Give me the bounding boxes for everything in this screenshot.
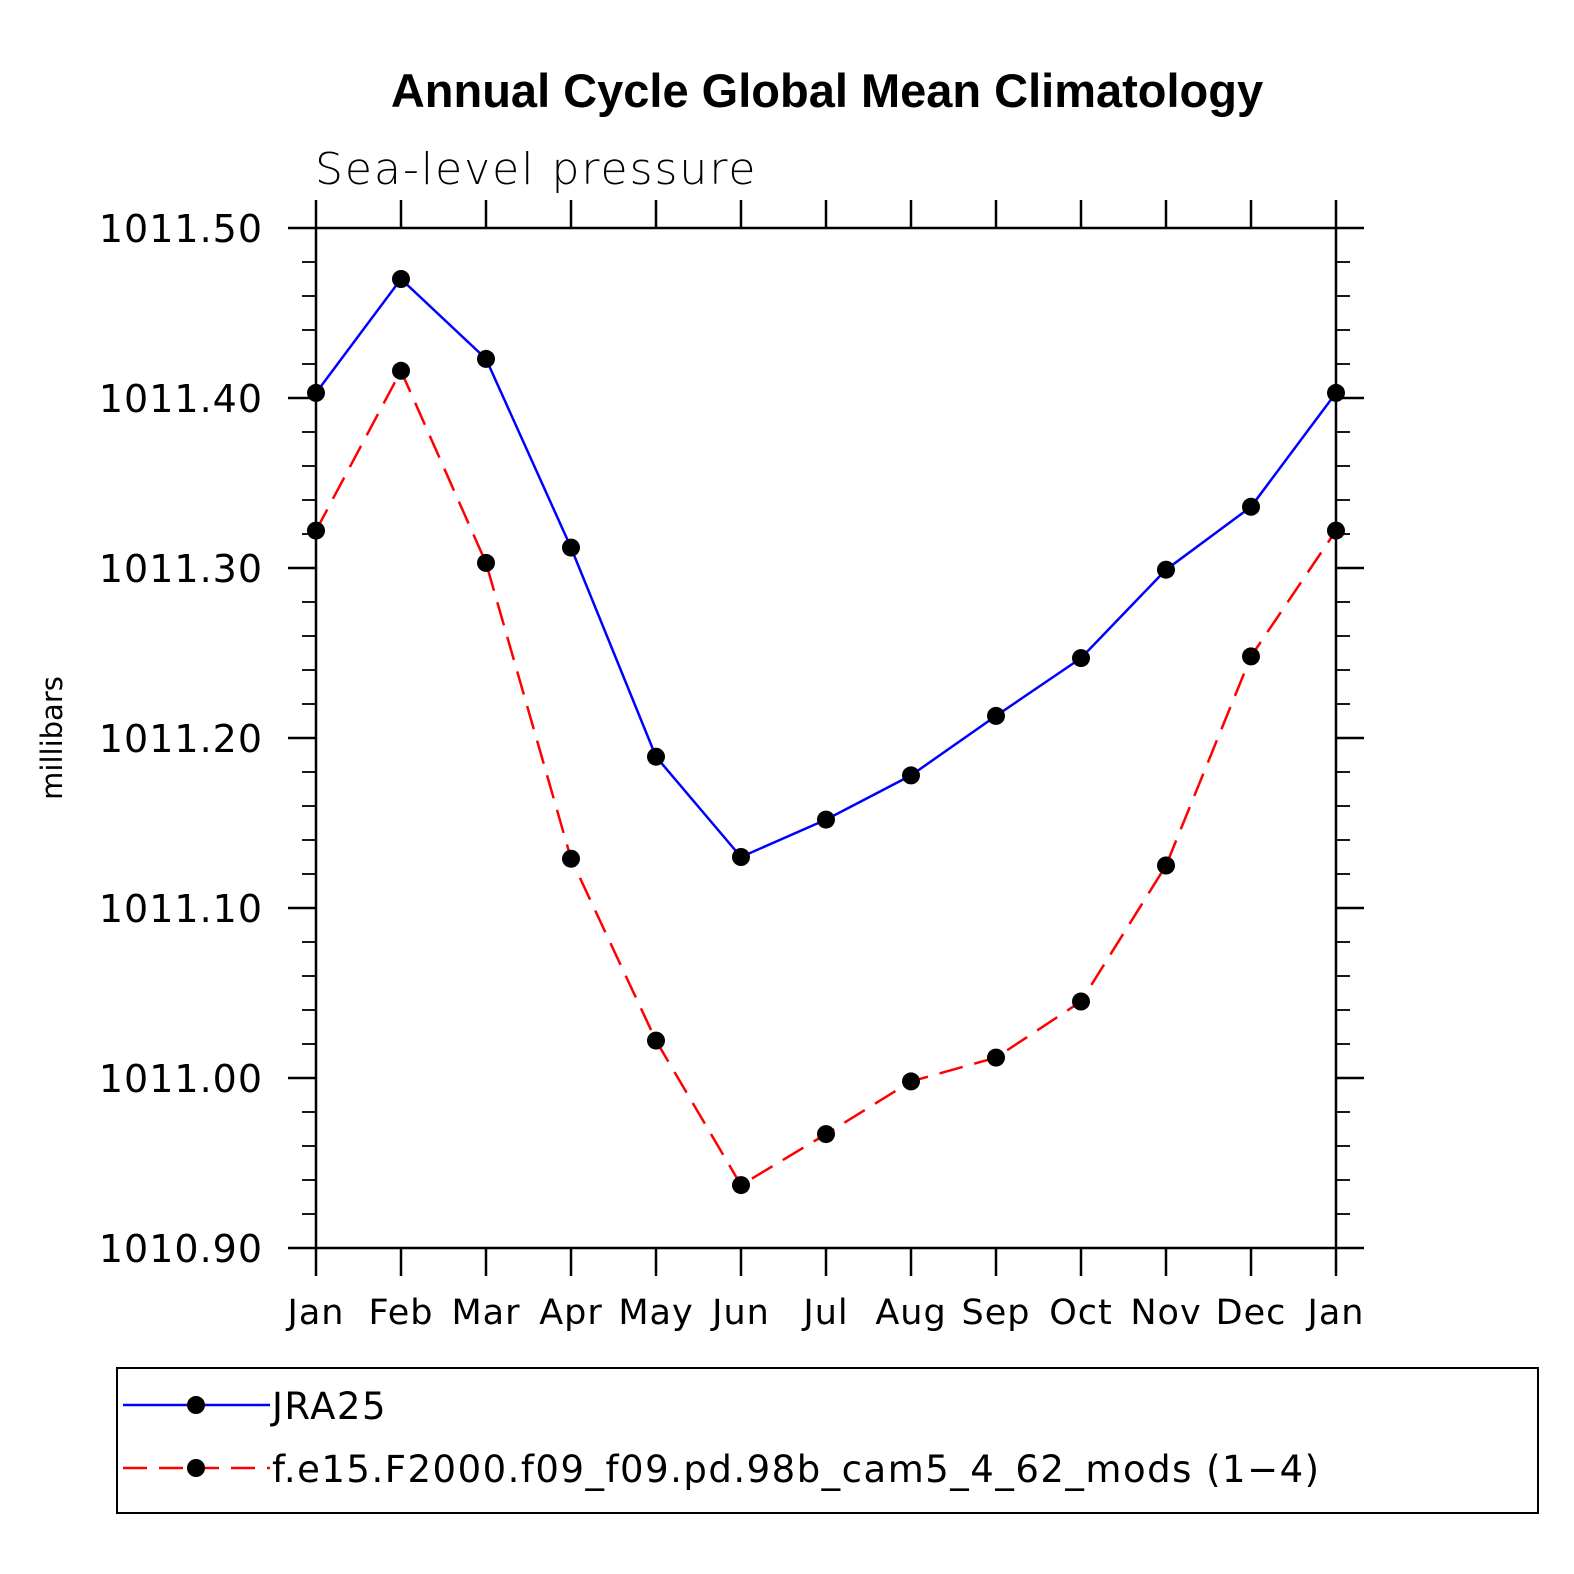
series-1 <box>307 361 1345 1195</box>
data-point <box>1072 649 1090 668</box>
y-tick-label: 1011.40 <box>99 377 263 421</box>
y-tick-label: 1010.90 <box>99 1227 263 1271</box>
x-tick-label: Aug <box>875 1293 946 1333</box>
data-point <box>1072 992 1090 1011</box>
data-point <box>307 521 325 540</box>
x-tick-label: Apr <box>539 1293 603 1333</box>
data-point <box>732 1176 750 1195</box>
data-point <box>732 848 750 866</box>
x-tick-label: Oct <box>1049 1293 1113 1333</box>
data-point <box>477 553 495 572</box>
chart-subtitle: Sea-level pressure <box>315 144 758 195</box>
data-point <box>902 766 920 785</box>
data-point <box>392 270 410 288</box>
series-line <box>314 367 1338 1187</box>
x-tick-label: Jan <box>286 1293 345 1333</box>
data-point <box>817 1125 835 1144</box>
x-tick-label: Nov <box>1130 1293 1201 1333</box>
x-tick-label: Mar <box>451 1293 520 1333</box>
data-point <box>1327 521 1345 540</box>
x-tick-label: May <box>618 1293 693 1333</box>
legend-label: f.e15.F2000.f09_f09.pd.98b_cam5_4_62_mod… <box>272 1448 1321 1491</box>
plot-area-frame <box>314 226 1338 1250</box>
legend-box <box>116 1367 1539 1514</box>
data-point <box>477 349 495 368</box>
series-0 <box>307 270 1345 866</box>
y-tick-label: 1011.50 <box>99 207 263 251</box>
data-point <box>647 747 665 766</box>
data-point <box>1242 647 1260 666</box>
x-tick-label: Jan <box>1306 1293 1365 1333</box>
chart-title: Annual Cycle Global Mean Climatology <box>391 64 1263 117</box>
y-tick-label: 1011.30 <box>99 547 263 591</box>
data-point <box>307 383 325 402</box>
series-layer <box>307 270 1345 1195</box>
data-point <box>1157 856 1175 875</box>
legend: JRA25 f.e15.F2000.f09_f09.pd.98b_cam5_4_6… <box>116 1367 1539 1514</box>
data-point <box>902 1072 920 1091</box>
legend-label: JRA25 <box>270 1385 387 1428</box>
legend-marker <box>187 1459 205 1477</box>
x-tick-label: Sep <box>962 1293 1031 1333</box>
x-tick-label: Dec <box>1216 1293 1287 1333</box>
y-tick-label: 1011.10 <box>99 887 263 931</box>
data-point <box>1157 560 1175 579</box>
y-axis-label: millibars <box>35 676 69 800</box>
data-point <box>817 810 835 829</box>
data-point <box>1327 383 1345 402</box>
data-point <box>987 1048 1005 1067</box>
data-point <box>562 538 580 557</box>
x-tick-label: Feb <box>369 1293 434 1333</box>
y-tick-label: 1011.00 <box>99 1057 263 1101</box>
data-point <box>1242 497 1260 516</box>
legend-marker <box>187 1396 205 1414</box>
series-line <box>314 277 1338 859</box>
x-tick-label: Jun <box>710 1293 770 1333</box>
data-point <box>392 361 410 380</box>
y-tick-label: 1011.20 <box>99 717 263 761</box>
data-point <box>987 706 1005 725</box>
axes-ticks: Jan Feb Mar Apr May Jun Jul Aug Sep Oct Nov Dec Jan 1… <box>99 200 1365 1333</box>
data-point <box>562 849 580 868</box>
x-tick-label: Jul <box>801 1293 848 1333</box>
data-point <box>647 1031 665 1050</box>
